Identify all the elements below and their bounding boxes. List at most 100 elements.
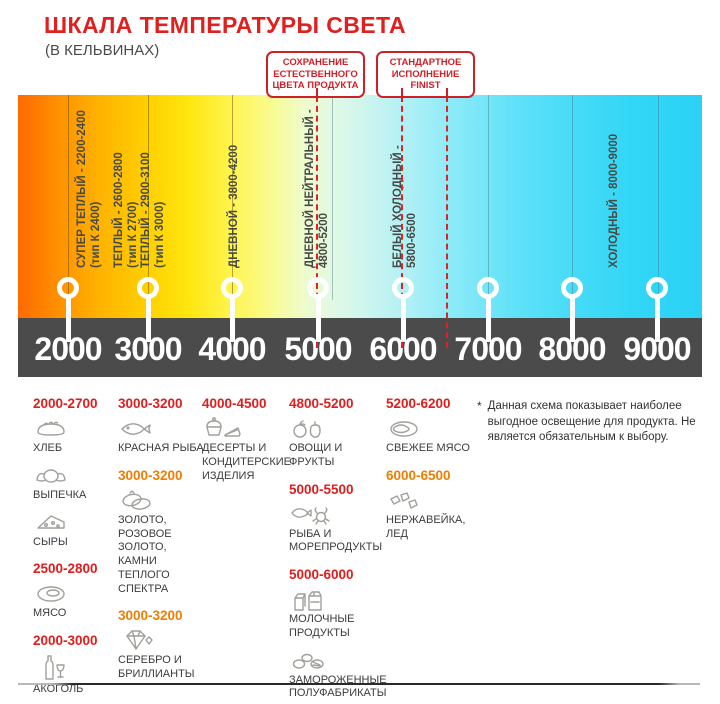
marker-stem <box>401 296 406 342</box>
meat-icon <box>37 586 65 602</box>
axis-band <box>18 318 702 377</box>
category-column-4: 4800-5200 ОВОЩИ И ФРУКТЫ 5000-5500 РЫБА … <box>289 396 387 704</box>
fresh-meat-icon <box>390 421 418 437</box>
asterisk: * <box>477 399 482 413</box>
item-label: СВЕЖЕЕ МЯСО <box>386 442 470 454</box>
marker-stem <box>486 296 491 342</box>
zone-line <box>488 95 489 300</box>
callout-line: СТАНДАРТНОЕ <box>389 57 462 68</box>
scale-marker-circle <box>307 277 329 299</box>
marker-stem <box>146 296 151 342</box>
item-label: ВЫПЕЧКА <box>33 488 87 501</box>
diamond-icon <box>126 630 153 650</box>
callout-line: ИСПОЛНЕНИЕ <box>391 68 460 80</box>
seafood-icon <box>291 506 330 525</box>
rings-icon <box>122 490 151 510</box>
page-title: ШКАЛА ТЕМПЕРАТУРЫ СВЕТА <box>44 12 406 38</box>
category-column-3: 4000-4500 ДЕСЕРТЫ И КОНДИТЕРСКИЕ ИЗДЕЛИЯ <box>202 396 294 495</box>
alcohol-icon <box>45 655 65 680</box>
category-column-1: 2000-2700 ХЛЕБ ВЫПЕЧКА СЫРЫ 2500-2800 МЯ… <box>33 396 115 704</box>
item-label: СЫРЫ <box>33 535 68 548</box>
callout-line: FINIST <box>410 80 441 92</box>
marker-stem <box>655 296 660 342</box>
list-item: ОВОЩИ И ФРУКТЫ <box>289 415 383 470</box>
fish-icon <box>121 423 151 435</box>
dairy-icon <box>294 591 322 611</box>
marker-stem <box>570 296 575 342</box>
callout-line: СОХРАНЕНИЕ <box>282 57 349 68</box>
range-heading: 2000-3000 <box>33 633 98 648</box>
range-heading: 5000-5500 <box>289 481 354 497</box>
list-item: АКОГОЛЬ <box>33 652 115 697</box>
scale-marker-circle <box>137 277 159 299</box>
list-item: РЫБА И МОРЕПРОДУКТЫ <box>289 501 383 556</box>
list-item: МЯСО <box>33 580 115 621</box>
range-heading: 2000-2700 <box>33 396 98 411</box>
marker-stem <box>230 296 235 342</box>
list-item: ЗАМОРОЖЕННЫЕ ПОЛУФАБРИКАТЫ <box>289 647 387 702</box>
category-column-5: 5200-6200 СВЕЖЕЕ МЯСО 6000-6500 НЕРЖАВЕЙ… <box>386 396 474 553</box>
dessert-icon <box>206 417 241 437</box>
list-item: СЫРЫ <box>33 509 115 550</box>
item-label: ЗАМОРОЖЕННЫЕ ПОЛУФАБРИКАТЫ <box>289 673 387 700</box>
list-item: СВЕЖЕЕ МЯСО <box>386 415 474 456</box>
range-heading: 6000-6500 <box>386 467 451 483</box>
list-item: ВЫПЕЧКА <box>33 462 115 503</box>
zone-line <box>148 95 149 300</box>
zone-line <box>68 95 69 300</box>
item-label: ХЛЕБ <box>33 442 63 454</box>
range-heading: 3000-3200 <box>118 396 183 411</box>
zone-label-cold: ХОЛОДНЫЙ - 8000-9000 <box>608 133 620 268</box>
list-item: СЕРЕБРО И БРИЛЛИАНТЫ <box>118 627 204 682</box>
scale-marker-circle <box>392 277 414 299</box>
range-heading: 4000-4500 <box>202 396 267 411</box>
item-label: ЗОЛОТО, РОЗОВОЕ ЗОЛОТО, КАМНИ ТЕПЛОГО СП… <box>118 513 172 595</box>
dashed-guide-6000 <box>401 96 403 348</box>
item-label: КРАСНАЯ РЫБА <box>118 442 204 454</box>
callout-natural-color: СОХРАНЕНИЕ ЕСТЕСТВЕННОГО ЦВЕТА ПРОДУКТА <box>266 51 365 98</box>
page-subtitle: (В КЕЛЬВИНАХ) <box>45 42 160 59</box>
scale-marker-circle <box>646 277 668 299</box>
list-item: НЕРЖАВЕЙКА, ЛЕД <box>386 487 474 542</box>
zone-line <box>658 95 659 300</box>
footnote: * Данная схема показывает наиболее выгод… <box>477 399 713 446</box>
callout-leg <box>401 88 403 96</box>
dashed-guide-5000 <box>316 96 318 348</box>
zone-line <box>232 95 233 300</box>
item-label: СЕРЕБРО И БРИЛЛИАНТЫ <box>118 654 195 680</box>
zone-label-warm-3000: ТЕПЛЫЙ - 2900-3100 (тип К 3000) <box>140 152 166 268</box>
bread-icon <box>37 421 65 436</box>
item-label: ДЕСЕРТЫ И КОНДИТЕРСКИЕ ИЗДЕЛИЯ <box>202 442 292 482</box>
temperature-gradient-bar <box>18 95 702 322</box>
zone-label-super-warm: СУПЕР ТЕПЛЫЙ - 2200-2400 (тип К 2400) <box>76 110 102 268</box>
cheese-icon <box>37 514 65 529</box>
scale-marker-circle <box>221 277 243 299</box>
range-heading: 3000-3200 <box>118 608 183 624</box>
marker-stem <box>316 296 321 342</box>
dashed-guide-6500 <box>446 96 448 348</box>
callout-leg <box>316 88 318 96</box>
item-label: РЫБА И МОРЕПРОДУКТЫ <box>289 527 383 554</box>
scale-marker-circle <box>57 277 79 299</box>
range-heading: 3000-3200 <box>118 467 183 483</box>
zone-label-warm-2700: ТЕПЛЫЙ - 2600-2800 (тип К 2700) <box>113 152 139 268</box>
category-column-2: 3000-3200 КРАСНАЯ РЫБА 3000-3200 ЗОЛОТО,… <box>118 396 204 694</box>
ice-icon <box>390 492 418 509</box>
callout-line: ЦВЕТА ПРОДУКТА <box>272 80 359 92</box>
item-label: АКОГОЛЬ <box>33 683 84 695</box>
range-heading: 4800-5200 <box>289 396 354 411</box>
item-label: МЯСО <box>33 607 67 620</box>
zone-label-daylight: ДНЕВНОЙ - 3800-4200 <box>228 144 240 268</box>
range-heading: 5000-6000 <box>289 567 354 582</box>
marker-stem <box>66 296 71 342</box>
list-item: ДЕСЕРТЫ И КОНДИТЕРСКИЕ ИЗДЕЛИЯ <box>202 415 294 483</box>
callout-standard-finist: СТАНДАРТНОЕ ИСПОЛНЕНИЕ FINIST <box>376 51 475 98</box>
zone-label-white-cold: БЕЛЫЙ ХОЛОДНЫЙ -5800-6500 <box>392 145 418 268</box>
croissant-icon <box>36 469 66 483</box>
item-label: ОВОЩИ И ФРУКТЫ <box>289 442 343 468</box>
bottom-divider <box>18 683 700 685</box>
callout-leg <box>446 88 448 96</box>
zone-line <box>572 95 573 300</box>
range-heading: 5200-6200 <box>386 396 451 411</box>
